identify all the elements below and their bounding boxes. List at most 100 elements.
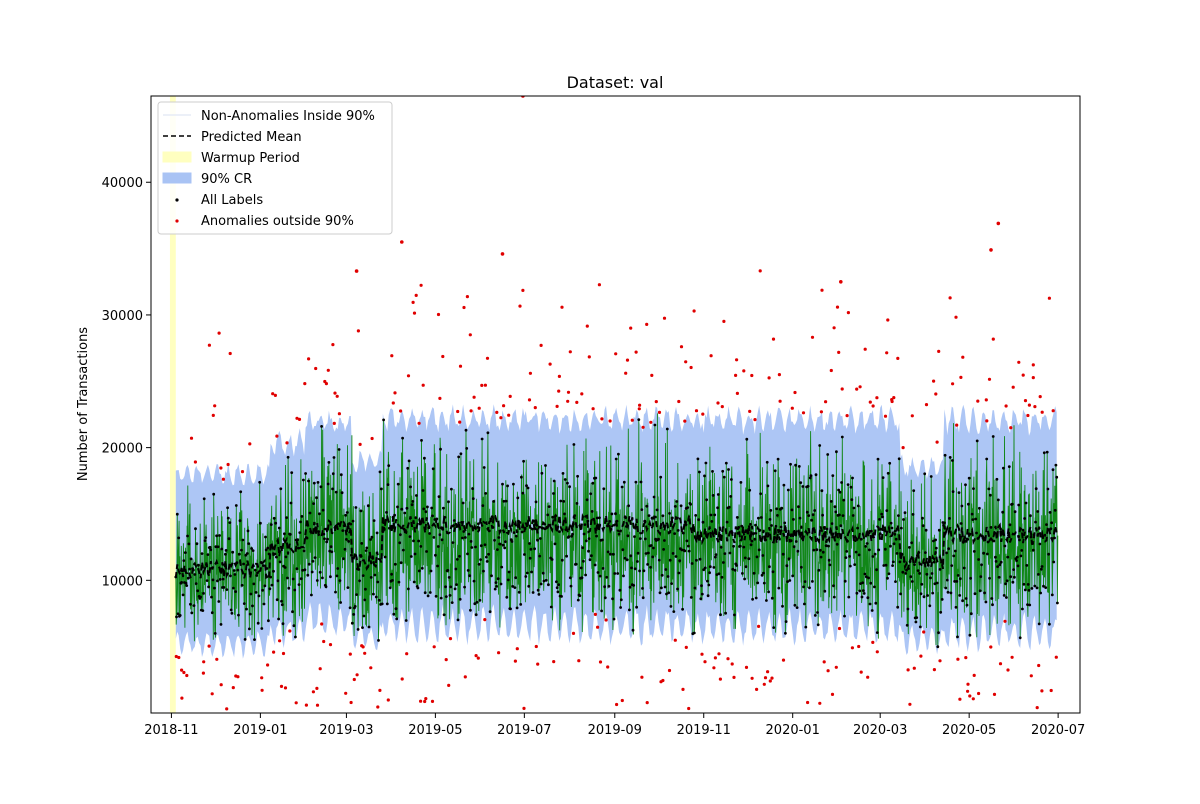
label-point (228, 521, 232, 524)
label-point (1033, 584, 1037, 588)
label-point (202, 497, 206, 501)
anomaly-point (400, 240, 404, 244)
label-point (953, 580, 956, 583)
anomaly-point (307, 357, 311, 361)
label-point (701, 520, 705, 524)
label-point (544, 464, 547, 467)
label-point (578, 594, 582, 598)
label-point (1028, 603, 1032, 607)
label-point (874, 601, 878, 605)
label-point (799, 481, 803, 484)
label-point (912, 489, 916, 492)
label-point (273, 552, 277, 556)
label-point (863, 572, 867, 576)
anomaly-point (515, 647, 519, 651)
label-point (603, 585, 606, 589)
legend-item: All Labels (175, 193, 263, 208)
label-point (967, 476, 971, 480)
anomaly-point (624, 371, 628, 375)
anomaly-point (348, 652, 352, 656)
label-point (730, 478, 733, 481)
label-point (335, 574, 339, 578)
anomaly-point (667, 668, 672, 673)
label-point (612, 617, 616, 621)
label-point (664, 568, 668, 571)
label-point (597, 524, 601, 527)
label-point (668, 558, 672, 562)
label-point (274, 521, 278, 525)
plot-frame (150, 95, 1081, 714)
anomaly-point (768, 679, 772, 683)
label-point (414, 516, 418, 520)
label-point (888, 461, 892, 465)
label-point (358, 554, 362, 557)
anomaly-point (272, 650, 276, 654)
label-point (749, 522, 752, 526)
label-point (385, 602, 389, 606)
label-point (754, 523, 757, 527)
label-point (595, 516, 599, 520)
label-point (673, 532, 676, 535)
anomaly-point (598, 660, 603, 664)
label-point (1018, 636, 1022, 640)
anomaly-point (217, 331, 221, 335)
label-point (593, 563, 597, 567)
label-point (999, 527, 1002, 531)
label-point (339, 601, 342, 604)
label-point (252, 582, 256, 586)
anomaly-point (500, 252, 505, 256)
label-point (695, 536, 699, 540)
label-point (797, 465, 801, 468)
anomaly-point (657, 410, 662, 414)
label-point (871, 555, 875, 558)
anomaly-point (629, 326, 633, 330)
label-point (903, 511, 907, 515)
label-point (525, 571, 529, 575)
anomaly-point (912, 666, 916, 670)
label-point (803, 602, 806, 606)
label-point (974, 517, 978, 521)
label-point (945, 578, 949, 582)
label-point (819, 555, 823, 559)
label-point (454, 567, 458, 571)
label-point (264, 548, 268, 552)
label-point (932, 539, 935, 543)
label-point (797, 505, 800, 509)
label-point (643, 519, 647, 523)
label-point (806, 484, 810, 488)
label-point (1004, 582, 1007, 586)
legend-label: All Labels (201, 193, 263, 208)
label-point (189, 602, 192, 606)
label-point (705, 498, 708, 502)
label-point (262, 602, 266, 606)
label-point (376, 580, 380, 584)
label-point (558, 530, 561, 533)
label-point (516, 496, 520, 500)
label-point (881, 515, 884, 519)
label-point (436, 564, 439, 568)
label-point (267, 552, 271, 556)
label-point (387, 464, 391, 467)
label-point (956, 635, 959, 639)
label-point (818, 444, 822, 447)
label-point (275, 598, 279, 602)
label-point (985, 457, 989, 461)
label-point (272, 516, 276, 520)
label-point (642, 569, 646, 573)
label-point (1053, 536, 1056, 540)
anomaly-point (436, 312, 441, 317)
anomaly-point (1010, 655, 1014, 659)
label-point (662, 548, 665, 551)
label-point (879, 527, 883, 531)
label-point (961, 599, 964, 603)
label-point (585, 498, 589, 502)
label-point (331, 487, 334, 491)
label-point (521, 491, 525, 495)
label-point (1037, 622, 1041, 626)
anomaly-point (641, 425, 645, 429)
label-point (312, 481, 316, 485)
anomaly-point (954, 315, 958, 319)
label-point (742, 545, 746, 549)
label-point (608, 520, 612, 523)
label-point (986, 552, 989, 556)
